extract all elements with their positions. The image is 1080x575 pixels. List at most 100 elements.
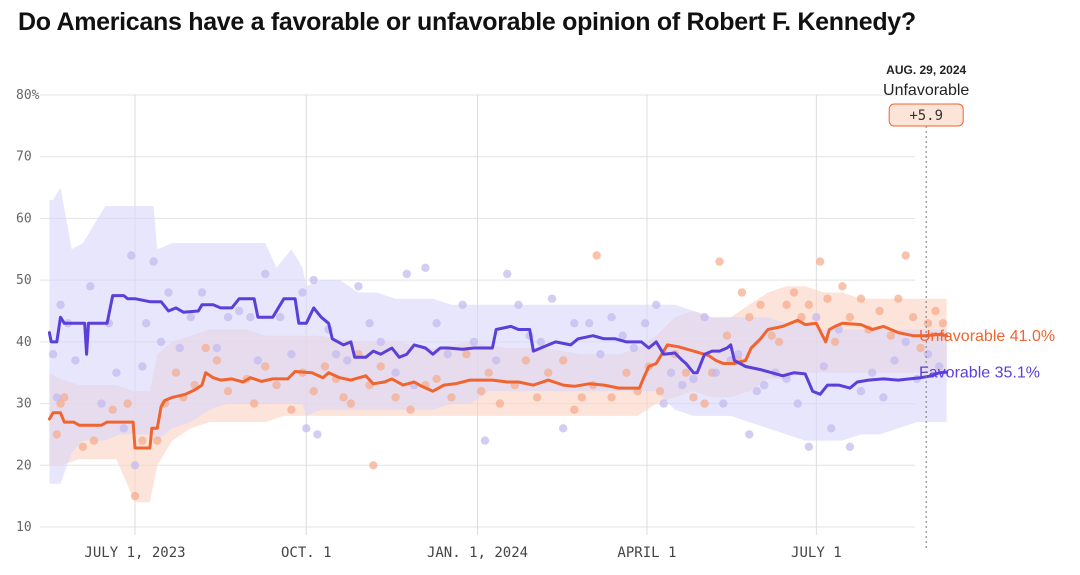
unfavorable-poll-dot: [916, 343, 925, 353]
favorable-poll-dot: [868, 368, 877, 377]
unfavorable-poll-dot: [938, 319, 948, 328]
callout: AUG. 29, 2024 Unfavorable +5.9: [883, 63, 969, 548]
favorable-trend-line: [47, 294, 949, 396]
favorable-poll-dot: [402, 269, 411, 279]
favorable-poll-dot: [734, 350, 743, 359]
unfavorable-poll-dot: [261, 362, 270, 371]
series-end-labels: Unfavorable 41.0% Favorable 35.1%: [919, 328, 1055, 381]
favorable-poll-dot: [652, 300, 661, 309]
unfavorable-poll-dot: [737, 288, 747, 297]
favorable-poll-dot: [596, 350, 605, 359]
unfavorable-poll-dot: [845, 313, 855, 322]
unfavorable-poll-dot: [432, 374, 441, 384]
unfavorable-poll-dot: [201, 343, 210, 353]
unfavorable-poll-dot: [655, 387, 665, 396]
y-axis: 10 20 30 40 50 60 70 80%: [16, 88, 40, 535]
unfavorable-poll-dot: [369, 461, 378, 470]
favorable-poll-dot: [52, 393, 61, 402]
unfavorable-poll-dot: [223, 387, 233, 396]
unfavorable-poll-dot: [521, 356, 531, 365]
unfavorable-poll-dot: [130, 491, 140, 501]
unfavorable-poll-dot: [447, 393, 456, 402]
favorable-poll-dot: [246, 313, 255, 322]
favorable-poll-dot: [302, 424, 311, 433]
favorable-poll-dot: [130, 461, 140, 470]
favorable-poll-dot: [827, 424, 836, 433]
unfavorable-poll-dot: [607, 393, 616, 402]
unfavorable-poll-dot: [756, 300, 765, 309]
unfavorable-poll-dot: [901, 251, 910, 260]
favorable-poll-dot: [469, 337, 478, 347]
favorable-poll-dot: [856, 387, 866, 396]
x-axis: JULY 1, 2023 OCT. 1 JAN. 1, 2024 APRIL 1 JUL…: [84, 545, 841, 561]
unfavorable-poll-dot: [745, 313, 754, 322]
unfavorable-poll-dot: [78, 442, 88, 451]
favorable-poll-dot: [514, 300, 523, 309]
y-tick-label: 10: [16, 520, 32, 535]
unfavorable-poll-dot: [715, 257, 724, 266]
favorable-poll-dot: [354, 282, 363, 291]
unfavorable-poll-dot: [56, 399, 65, 408]
favorable-poll-dot: [547, 294, 557, 303]
unfavorable-poll-dot: [287, 405, 296, 414]
x-tick-label: JULY 1: [791, 545, 842, 561]
unfavorable-poll-dot: [622, 368, 631, 377]
unfavorable-poll-dot: [406, 405, 415, 414]
favorable-poll-dot: [890, 356, 899, 365]
y-tick-label: 30: [16, 397, 32, 412]
unfavorable-poll-dot: [484, 368, 493, 377]
favorable-band: [49, 187, 947, 484]
favorable-poll-dot: [186, 313, 195, 322]
unfavorable-poll-dot: [774, 337, 784, 347]
unfavorable-poll-dot: [886, 331, 895, 340]
unfavorable-poll-dot: [875, 306, 884, 316]
unfavorable-poll-dot: [320, 362, 330, 371]
favorable-poll-dot: [585, 319, 594, 328]
favorable-poll-dot: [819, 362, 828, 371]
callout-leader: Unfavorable: [883, 82, 969, 99]
favorable-poll-dot: [156, 337, 166, 347]
unfavorable-poll-dot: [592, 251, 601, 260]
unfavorable-poll-dot: [544, 368, 553, 377]
chart-title: Do Americans have a favorable or unfavor…: [18, 8, 916, 36]
favorable-poll-dot: [71, 356, 80, 365]
y-tick-label: 40: [16, 335, 32, 350]
unfavorable-poll-dot: [923, 319, 933, 328]
unfavorable-poll-dot: [856, 294, 866, 303]
favorable-poll-dot: [503, 269, 512, 279]
favorable-poll-dot: [197, 288, 207, 297]
unfavorable-poll-dot: [462, 350, 471, 359]
favorable-poll-dot: [253, 356, 263, 365]
favorable-poll-dot: [793, 399, 802, 408]
favorable-poll-dot: [175, 343, 184, 353]
favorable-poll-dot: [149, 257, 158, 266]
unfavorable-poll-dot: [577, 393, 586, 402]
unfavorable-poll-dot: [309, 387, 318, 396]
y-tick-label: 60: [16, 211, 32, 226]
favorable-poll-dot: [365, 319, 374, 328]
favorable-poll-dot: [607, 313, 616, 322]
favorable-poll-dot: [142, 319, 151, 328]
uncertainty-bands: [49, 187, 947, 503]
favorable-poll-dot: [640, 319, 650, 328]
unfavorable-poll-dot: [138, 436, 147, 445]
x-tick-label: JAN. 1, 2024: [427, 545, 528, 561]
favorable-poll-dot: [391, 368, 400, 377]
unfavorable-poll-dot: [931, 306, 940, 316]
favorable-poll-dot: [901, 337, 910, 347]
favorable-poll-dot: [119, 424, 128, 433]
unfavorable-poll-dot: [339, 393, 348, 402]
unfavorable-poll-dot: [815, 257, 825, 266]
x-tick-label: JULY 1, 2023: [84, 545, 185, 561]
favorable-poll-dot: [343, 356, 352, 365]
favorable-poll-dot: [112, 368, 121, 377]
unfavorable-poll-dot: [681, 368, 691, 377]
unfavorable-poll-dot: [804, 300, 814, 309]
favorable-poll-dot: [276, 313, 285, 322]
unfavorable-trend-line: [47, 318, 949, 450]
favorable-poll-dot: [376, 337, 385, 347]
favorable-poll-dot: [212, 343, 222, 353]
favorable-poll-dot: [432, 319, 441, 328]
favorable-poll-dot: [127, 251, 136, 260]
